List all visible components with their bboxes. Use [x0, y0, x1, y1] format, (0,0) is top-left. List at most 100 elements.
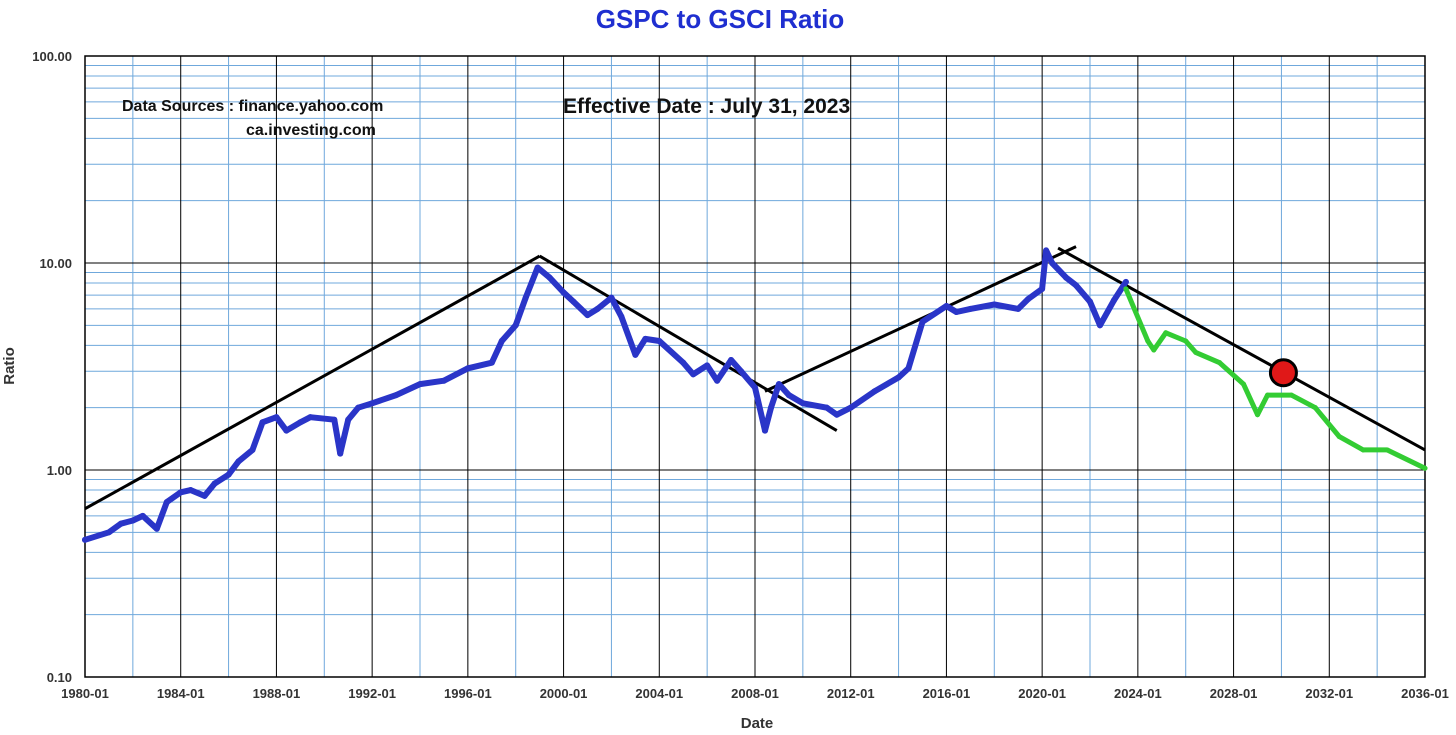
- series-point-actual: [690, 371, 697, 378]
- series-point-actual: [1049, 260, 1056, 266]
- x-tick-label: 2012-01: [827, 686, 875, 701]
- series-point-actual: [833, 411, 840, 418]
- series-point-actual: [919, 318, 926, 325]
- y-tick-label: 100.00: [32, 49, 72, 64]
- y-tick-label: 0.10: [47, 670, 72, 685]
- series-point-projection: [1264, 392, 1270, 398]
- series-point-actual: [273, 414, 280, 421]
- x-tick-label: 2020-01: [1018, 686, 1066, 701]
- series-point-actual: [953, 308, 960, 315]
- x-tick-label: 1980-01: [61, 686, 109, 701]
- plot-border: [84, 55, 1426, 678]
- series-point-actual: [584, 312, 591, 319]
- series-point-projection: [1384, 447, 1390, 453]
- series-point-actual: [632, 351, 639, 358]
- series-point-actual: [656, 337, 663, 344]
- trend-line: [764, 245, 1077, 393]
- series-point-actual: [1039, 285, 1046, 292]
- series-point-actual: [1015, 305, 1022, 312]
- series-point-actual: [163, 499, 170, 506]
- series-point-actual: [498, 337, 505, 344]
- series-point-actual: [775, 381, 782, 388]
- series-point-actual: [546, 274, 553, 281]
- x-tick-label: 2004-01: [635, 686, 683, 701]
- series-point-actual: [1025, 296, 1032, 303]
- series-point-actual: [608, 294, 615, 301]
- series-point-actual: [369, 400, 376, 407]
- series-point-actual: [211, 480, 218, 487]
- trend-lines: [84, 245, 1426, 511]
- series-point-projection: [1163, 330, 1169, 336]
- series-point-actual: [1122, 278, 1129, 285]
- series-point-actual: [570, 298, 577, 305]
- series-point-projection: [1288, 392, 1294, 398]
- series-point-actual: [225, 471, 232, 478]
- series-point-actual: [752, 384, 758, 391]
- x-tick-label: 2024-01: [1114, 686, 1162, 701]
- series-point-actual: [117, 520, 124, 527]
- series-point-actual: [871, 388, 878, 395]
- series-point-actual: [139, 512, 146, 519]
- series-point-actual: [307, 414, 314, 421]
- series-point-actual: [761, 427, 768, 434]
- trend-line: [1057, 246, 1426, 452]
- x-tick-label: 1984-01: [157, 686, 205, 701]
- series-point-projection: [1360, 447, 1366, 453]
- series-point-actual: [512, 322, 519, 329]
- trend-line: [538, 254, 838, 432]
- series-point-actual: [337, 450, 344, 457]
- series-point-actual: [177, 489, 184, 496]
- series-point-projection: [1217, 360, 1223, 366]
- series-point-actual: [355, 404, 362, 411]
- series-point-projection: [1193, 349, 1199, 355]
- series-point-actual: [1063, 274, 1070, 281]
- series-point-actual: [331, 416, 338, 423]
- series-point-actual: [1110, 297, 1117, 304]
- series-point-actual: [618, 313, 625, 320]
- series-point-actual: [534, 264, 541, 271]
- x-tick-label: 1988-01: [253, 686, 301, 701]
- series-point-actual: [249, 446, 256, 453]
- series-point-actual: [82, 536, 88, 543]
- series-point-actual: [1043, 247, 1050, 254]
- series-point-actual: [905, 365, 912, 372]
- x-tick-label: 2028-01: [1210, 686, 1258, 701]
- series-point-actual: [714, 377, 721, 384]
- series-point-projection: [1145, 338, 1151, 344]
- sources-label: Data Sources : finance.yahoo.com: [122, 98, 383, 115]
- y-axis-label: Ratio: [1, 347, 18, 385]
- trend-line: [84, 254, 541, 511]
- series-point-actual: [704, 362, 711, 369]
- series-point-projection: [1183, 338, 1189, 344]
- series-point-actual: [1096, 322, 1103, 329]
- x-tick-label: 2016-01: [923, 686, 971, 701]
- x-tick-label: 2008-01: [731, 686, 779, 701]
- x-tick-label: 1996-01: [444, 686, 492, 701]
- series-point-actual: [345, 416, 352, 423]
- x-tick-label: 2000-01: [540, 686, 588, 701]
- series-point-projection: [1241, 381, 1247, 387]
- series-point-actual: [895, 374, 902, 381]
- x-axis-label: Date: [741, 715, 774, 732]
- series-point-actual: [1087, 298, 1093, 305]
- series-point-actual: [642, 335, 649, 342]
- series-point-actual: [522, 294, 529, 301]
- series-point-actual: [594, 305, 601, 312]
- series-point-actual: [283, 427, 290, 434]
- series-point-actual: [767, 404, 774, 411]
- sources-second: ca.investing.com: [246, 122, 376, 139]
- series-point-actual: [728, 356, 735, 363]
- series-point-actual: [680, 359, 687, 366]
- grid: [84, 55, 1426, 678]
- series-point-actual: [201, 492, 208, 499]
- series-point-projection: [1336, 434, 1342, 440]
- series-point-actual: [129, 517, 136, 524]
- series-point-projection: [1312, 405, 1318, 411]
- series-point-actual: [235, 458, 242, 465]
- projection-marker: [1268, 358, 1298, 388]
- series-line-projection: [1123, 286, 1428, 471]
- y-tick-label: 1.00: [47, 463, 72, 478]
- marker-layer: [1268, 358, 1298, 388]
- x-tick-label: 2036-01: [1401, 686, 1449, 701]
